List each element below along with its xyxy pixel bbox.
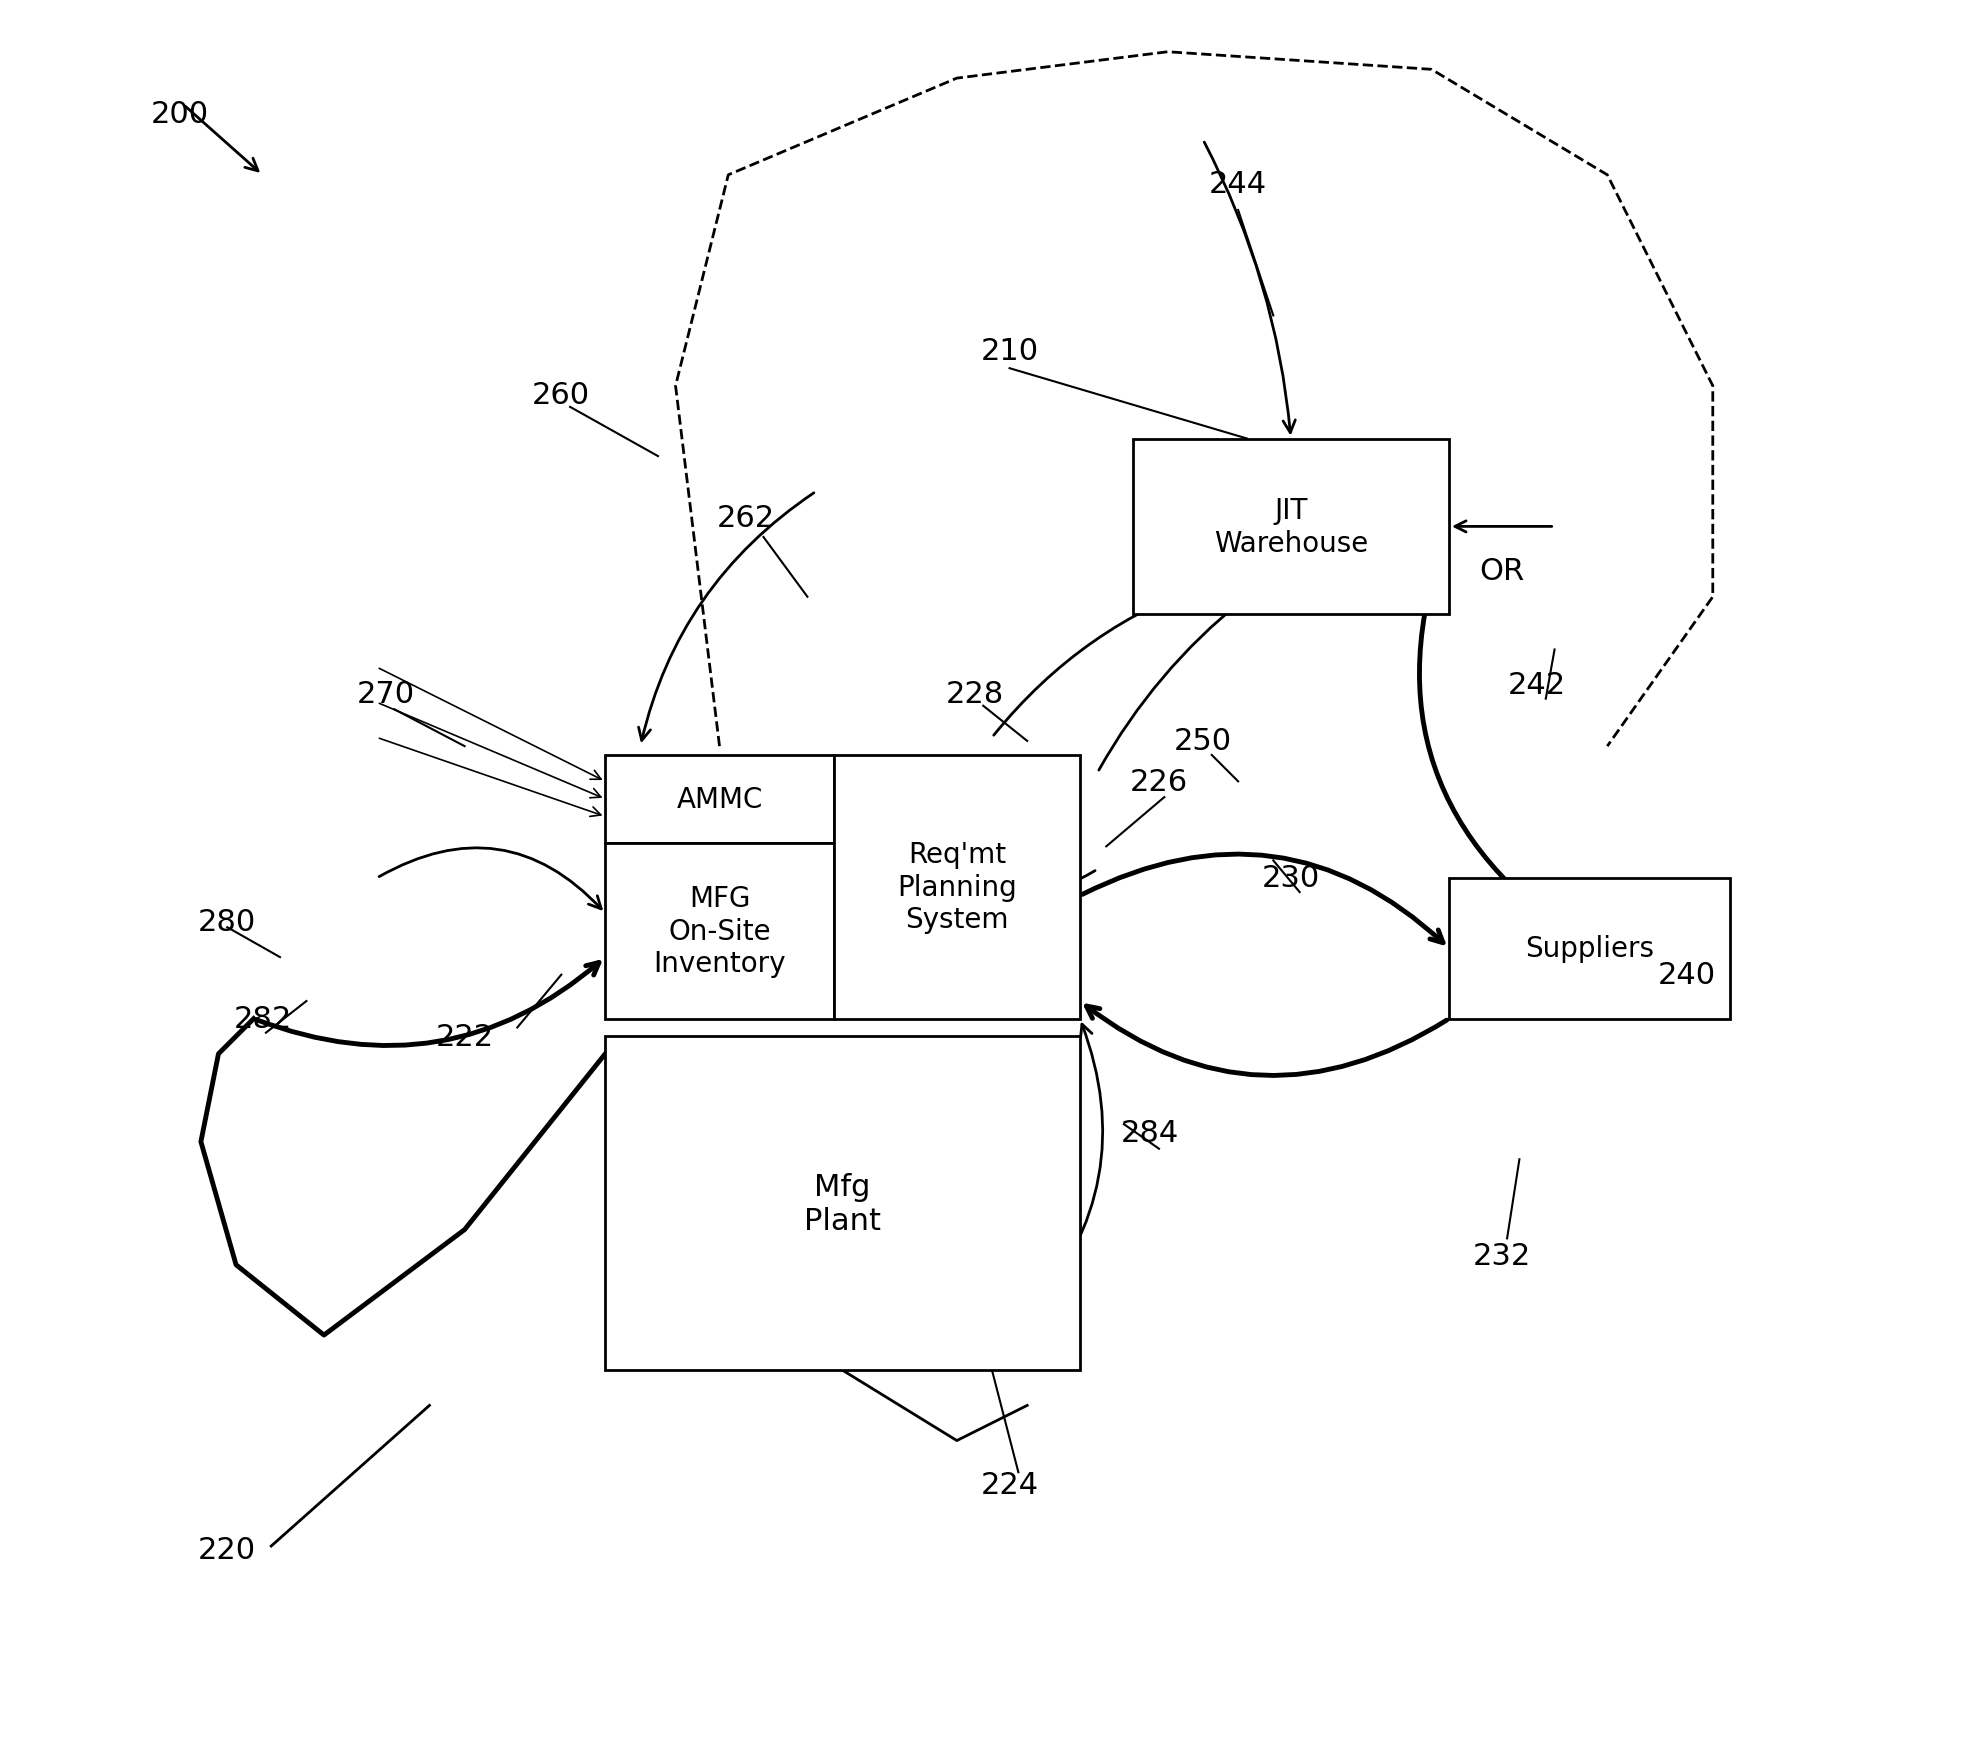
Bar <box>605 1037 1079 1370</box>
Bar <box>1133 439 1448 615</box>
Text: OR: OR <box>1480 557 1524 585</box>
Text: JIT
Warehouse: JIT Warehouse <box>1214 497 1369 557</box>
Text: 244: 244 <box>1208 170 1268 199</box>
Text: 210: 210 <box>980 337 1040 365</box>
Text: Mfg
Plant: Mfg Plant <box>804 1172 881 1235</box>
Text: 200: 200 <box>151 100 208 128</box>
Text: 270: 270 <box>357 680 415 708</box>
Text: 240: 240 <box>1657 961 1716 989</box>
Text: Suppliers: Suppliers <box>1526 935 1655 963</box>
Bar <box>1448 878 1730 1019</box>
Text: 250: 250 <box>1175 727 1232 756</box>
Text: MFG
On-Site
Inventory: MFG On-Site Inventory <box>653 886 786 977</box>
Text: 228: 228 <box>944 680 1004 708</box>
Bar <box>605 843 833 1019</box>
Text: 262: 262 <box>716 504 776 532</box>
Text: 232: 232 <box>1472 1242 1532 1270</box>
Text: 280: 280 <box>198 908 256 936</box>
Text: 222: 222 <box>436 1023 494 1051</box>
Text: 282: 282 <box>234 1005 292 1033</box>
Text: 260: 260 <box>532 381 591 409</box>
Bar <box>605 756 833 843</box>
Text: 242: 242 <box>1508 671 1565 699</box>
Text: 230: 230 <box>1262 864 1319 893</box>
Text: Req'mt
Planning
System: Req'mt Planning System <box>897 842 1016 933</box>
Text: 284: 284 <box>1121 1119 1178 1147</box>
Text: 226: 226 <box>1131 768 1188 796</box>
Text: 224: 224 <box>980 1471 1040 1499</box>
Text: 220: 220 <box>198 1536 256 1564</box>
Bar <box>833 756 1079 1019</box>
Text: AMMC: AMMC <box>677 785 762 813</box>
